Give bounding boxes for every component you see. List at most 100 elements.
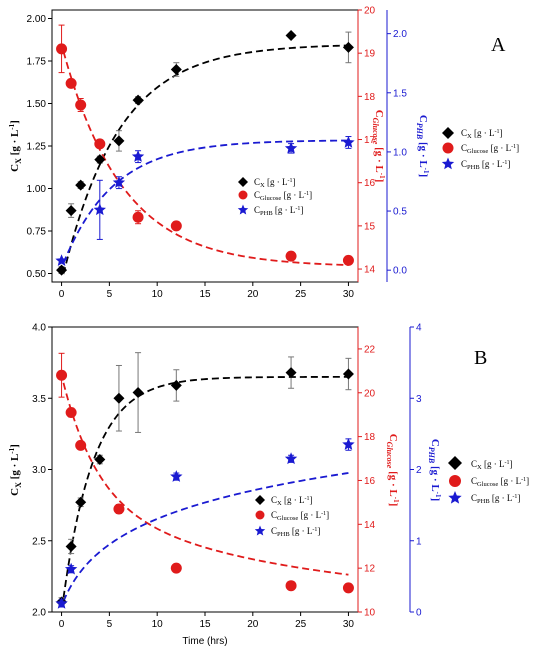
data-point-circle [170, 562, 182, 574]
y-right-blue-tick-label: 0 [416, 608, 422, 619]
fit-curve-circle [62, 51, 349, 266]
legend-item-glucose: CGlucose [g · L-1] [238, 190, 312, 202]
y-right-blue-tick-label: 1 [416, 536, 422, 547]
data-point-star [112, 176, 126, 188]
y-right-red-tick-label: 16 [364, 178, 376, 189]
data-point-circle [75, 439, 87, 451]
data-point-circle [285, 250, 297, 262]
y-left-title: CX [g · L-1] [8, 120, 23, 172]
y-right-blue-ticks: 0.0 0.5 1.0 1.5 2.0 [387, 29, 407, 277]
y-right-blue-title: CPHB [g · L-1] [427, 439, 442, 501]
data-point-circle [342, 254, 354, 266]
legend-marker-diamond [238, 177, 248, 187]
inner-legend: CX [g · L-1] CGlucose [g · L-1] CPHB [g … [237, 177, 312, 217]
legend-item-phb: CPHB [g · L-1] [441, 157, 510, 171]
legend-marker-star [441, 157, 455, 170]
y-right-red-tick-label: 15 [364, 221, 376, 232]
y-right-red-title: CGlucose [g · L-1] [385, 434, 400, 507]
legend-marker-diamond [442, 127, 454, 139]
fit-curve-star [62, 472, 349, 602]
fit-curves [62, 376, 349, 602]
y-right-red-tick-label: 18 [364, 92, 376, 103]
legend-item-cx: CX [g · L-1] [255, 495, 312, 507]
x-axis-title: Time (hrs) [182, 636, 227, 647]
y-right-red-tick-label: 22 [364, 344, 376, 355]
legend-item-phb: CPHB [g · L-1] [448, 491, 520, 505]
y-right-blue-tick-label: 1.0 [393, 147, 407, 158]
y-left-tick-label: 3.0 [32, 465, 46, 476]
x-tick-label: 20 [247, 289, 259, 300]
data-point-star [55, 596, 68, 609]
x-tick-label: 0 [59, 289, 65, 300]
legend-marker-diamond [255, 495, 265, 505]
legend-marker-circle [449, 475, 461, 487]
data-point-diamond [65, 540, 77, 552]
y-left-tick-label: 3.5 [32, 394, 46, 405]
data-point-diamond [56, 264, 68, 276]
y-right-blue-tick-label: 0.5 [393, 207, 407, 218]
legend-item-phb: CPHB [g · L-1] [254, 525, 320, 538]
y-right-red-tick-label: 12 [364, 564, 376, 575]
data-point-star [284, 141, 298, 154]
data-point-diamond [94, 154, 106, 166]
data-point-circle [56, 43, 68, 55]
svg-text:CX [g · L-1]: CX [g · L-1] [471, 459, 512, 471]
legend-item-cx: CX [g · L-1] [442, 127, 502, 140]
y-left-tick-label: 1.50 [27, 99, 47, 110]
y-right-blue-tick-label: 2.0 [393, 29, 407, 40]
data-point-diamond [285, 367, 297, 379]
y-right-blue-tick-label: 3 [416, 394, 422, 405]
y-left-tick-label: 2.5 [32, 536, 46, 547]
legend-marker-diamond [448, 456, 462, 470]
fit-curves [62, 44, 349, 275]
data-point-star [64, 562, 78, 575]
x-tick-label: 25 [295, 289, 307, 300]
legend-marker-circle [255, 510, 265, 520]
data-point-star [93, 203, 106, 216]
data-marks [55, 352, 355, 609]
data-point-diamond [75, 496, 87, 508]
legend-item-glucose: CGlucose [g · L-1] [442, 142, 519, 155]
data-point-circle [56, 369, 68, 381]
y-right-blue-tick-label: 4 [416, 323, 422, 334]
y-right-red-tick-label: 16 [364, 476, 376, 487]
x-ticks: 0 5 10 15 20 25 30 [59, 282, 354, 300]
data-point-diamond [94, 454, 106, 466]
data-point-diamond [132, 94, 144, 106]
svg-text:CGlucose [g · L-1]: CGlucose [g · L-1] [461, 143, 519, 155]
legend-item-glucose: CGlucose [g · L-1] [449, 475, 529, 488]
plot-frame [51, 326, 359, 613]
data-point-circle [75, 99, 87, 111]
data-point-circle [285, 580, 297, 592]
x-tick-label: 5 [107, 289, 113, 300]
y-left-tick-label: 0.75 [27, 227, 47, 238]
x-tick-label: 15 [199, 289, 211, 300]
data-point-diamond [132, 387, 144, 399]
legend-marker-circle [442, 142, 454, 154]
y-right-blue-tick-label: 1.5 [393, 88, 407, 99]
y-right-blue-title: CPHB [g · L-1] [415, 115, 430, 177]
data-point-diamond [75, 179, 87, 191]
y-left-tick-label: 1.00 [27, 184, 47, 195]
outer-legend: CX [g · L-1] CGlucose [g · L-1] CPHB [g … [448, 456, 529, 505]
panel-b: 0 5 10 15 20 25 30 2.02.53.03.54.0 10121416182… [8, 323, 529, 648]
data-point-circle [65, 407, 77, 418]
panel-letter: A [491, 34, 506, 56]
y-left-tick-label: 2.00 [27, 14, 47, 25]
y-right-red-tick-label: 18 [364, 432, 376, 443]
y-left-ticks: 2.0 2.5 3.0 3.5 4.0 [32, 323, 52, 619]
svg-text:CX [g · L-1]: CX [g · L-1] [461, 128, 502, 140]
svg-text:CPHB [g · L-1]: CPHB [g · L-1] [254, 205, 303, 217]
svg-text:CPHB [g · L-1]: CPHB [g · L-1] [271, 526, 320, 538]
y-right-red-ticks: 14 15 16 17 18 19 20 [358, 6, 376, 276]
panel-a: 0 5 10 15 20 25 30 0.50 0.75 1.00 1.25 1.50 1.75 2.0… [8, 6, 519, 301]
x-tick-label: 20 [247, 619, 259, 630]
legend-item-cx: CX [g · L-1] [238, 177, 295, 189]
y-right-blue-tick-label: 2 [416, 465, 422, 476]
fit-curve-star [62, 139, 349, 264]
svg-text:CX [g · L-1]: CX [g · L-1] [254, 177, 295, 189]
x-ticks: 0 5 10 15 20 25 30 [59, 612, 354, 630]
data-point-circle [342, 582, 354, 594]
y-right-red-tick-label: 17 [364, 135, 376, 146]
y-right-red-tick-label: 19 [364, 49, 376, 60]
